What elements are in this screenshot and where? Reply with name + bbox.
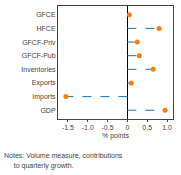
- svg-text:Notes: Volume measure, contrib: Notes: Volume measure, contributions: [4, 152, 123, 159]
- svg-text:Inventories: Inventories: [21, 66, 56, 73]
- svg-text:GFCE: GFCE: [36, 11, 56, 18]
- svg-text:Imports: Imports: [32, 93, 56, 101]
- svg-text:-0.5: -0.5: [102, 124, 114, 131]
- svg-text:HFCE: HFCE: [37, 25, 56, 32]
- svg-text:% points: % points: [102, 132, 129, 140]
- svg-text:Exports: Exports: [32, 79, 56, 87]
- svg-text:GFCF-Priv: GFCF-Priv: [22, 39, 56, 46]
- svg-text:to quarterly growth.: to quarterly growth.: [4, 162, 74, 170]
- svg-text:-1.5: -1.5: [62, 124, 74, 131]
- svg-text:-1.0: -1.0: [82, 124, 94, 131]
- svg-text:1.0: 1.0: [162, 124, 172, 131]
- svg-text:GFCF-Pub: GFCF-Pub: [22, 52, 56, 59]
- svg-text:0: 0: [125, 124, 129, 131]
- svg-text:GDP: GDP: [40, 107, 56, 114]
- svg-text:0.5: 0.5: [142, 124, 152, 131]
